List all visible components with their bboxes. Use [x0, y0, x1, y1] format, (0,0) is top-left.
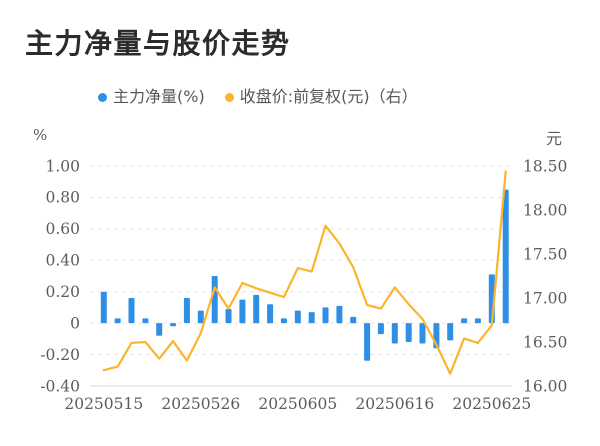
bar-20250527[interactable]	[211, 276, 218, 324]
bar-20250516[interactable]	[114, 318, 121, 324]
left-tick-label: -0.20	[40, 346, 80, 364]
left-axis-unit: %	[33, 126, 48, 144]
x-tick-label-20250605: 20250605	[258, 395, 337, 413]
left-tick-label: 0.80	[45, 189, 80, 207]
bar-20250609[interactable]	[322, 307, 329, 324]
gridlines	[90, 165, 512, 387]
right-tick-label: 16.00	[523, 377, 567, 395]
bar-20250529[interactable]	[239, 299, 246, 324]
x-tick-label-20250515: 20250515	[64, 395, 143, 413]
bar-20250617[interactable]	[405, 323, 412, 342]
x-tick-label-20250625: 20250625	[452, 395, 531, 413]
bar-series-main-net-volume	[100, 189, 509, 361]
close-price-line	[102, 170, 507, 375]
bar-20250610[interactable]	[336, 305, 343, 324]
bar-20250612[interactable]	[364, 323, 371, 361]
bar-20250605[interactable]	[294, 310, 301, 324]
right-tick-label: 18.50	[523, 157, 567, 175]
line-series-close-price	[102, 170, 507, 375]
right-tick-label: 17.00	[523, 289, 567, 307]
left-tick-label: 0	[70, 314, 80, 332]
left-tick-label: -0.40	[40, 377, 80, 395]
left-tick-label: 0.20	[45, 283, 80, 301]
x-tick-label-20250616: 20250616	[355, 395, 434, 413]
left-tick-label: 0.40	[45, 252, 80, 270]
right-axis-tick-labels: 18.50 18.00 17.50 17.00 16.50 16.00	[523, 157, 567, 395]
blue-dot-icon	[98, 92, 107, 102]
yellow-dot-icon	[224, 92, 234, 102]
left-tick-label: 1.00	[45, 157, 80, 175]
bar-20250616[interactable]	[391, 323, 398, 344]
right-tick-label: 18.00	[523, 201, 567, 219]
bar-20250604[interactable]	[280, 318, 287, 324]
bar-20250528[interactable]	[225, 309, 232, 324]
bar-20250520[interactable]	[142, 318, 149, 324]
bar-20250523[interactable]	[183, 298, 190, 324]
x-axis-tick-labels: 20250515 20250526 20250605 20250616 20250625	[64, 395, 531, 413]
right-tick-label: 16.50	[523, 333, 567, 351]
bar-20250613[interactable]	[377, 323, 384, 335]
bar-20250522[interactable]	[170, 323, 177, 327]
bar-20250519[interactable]	[128, 298, 135, 324]
legend-label-main-net-volume: 主力净量(%)	[113, 87, 205, 106]
bar-20250526[interactable]	[197, 310, 204, 324]
right-axis-unit: 元	[546, 129, 563, 148]
legend-item-close-price[interactable]: 收盘价:前复权(元)（右）	[224, 87, 418, 106]
bar-20250618[interactable]	[419, 323, 426, 344]
left-axis-tick-labels: 1.00 0.80 0.60 0.40 0.20 0 -0.20 -0.40	[40, 157, 80, 395]
left-tick-label: 0.60	[45, 220, 80, 238]
bar-20250611[interactable]	[350, 316, 357, 324]
bar-20250623[interactable]	[461, 318, 468, 324]
bar-20250606[interactable]	[308, 312, 315, 324]
legend-item-main-net-volume[interactable]: 主力净量(%)	[98, 88, 205, 106]
bar-20250521[interactable]	[156, 323, 163, 336]
bar-20250626[interactable]	[502, 189, 509, 324]
bar-20250620[interactable]	[447, 323, 454, 341]
bar-20250515[interactable]	[100, 291, 107, 324]
bar-20250603[interactable]	[267, 304, 274, 324]
bar-20250624[interactable]	[474, 318, 481, 324]
chart-title: 主力净量与股价走势	[25, 27, 291, 60]
legend-label-close-price: 收盘价:前复权(元)（右）	[239, 87, 418, 106]
legend: 主力净量(%) 收盘价:前复权(元)（右）	[98, 88, 418, 106]
x-tick-label-20250526: 20250526	[161, 395, 240, 413]
bar-20250530[interactable]	[253, 294, 260, 324]
right-tick-label: 17.50	[523, 245, 567, 263]
